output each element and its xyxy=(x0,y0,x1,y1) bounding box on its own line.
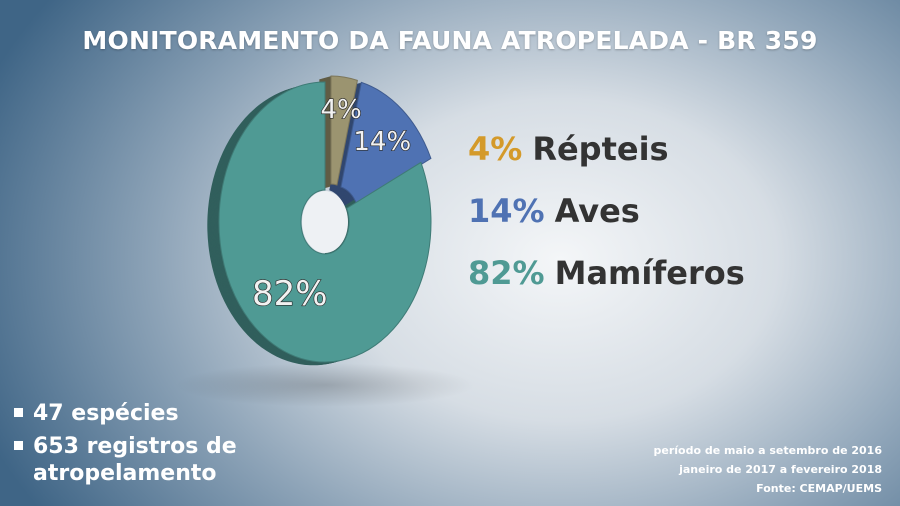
legend-value: 14% xyxy=(468,192,545,230)
slice-value-label: 4% xyxy=(320,95,361,125)
donut-hole xyxy=(302,191,348,253)
footnote-period-2: janeiro de 2017 a fevereiro 2018 xyxy=(679,463,882,476)
stats-list: 47 espécies 653 registros de atropelamen… xyxy=(12,400,243,493)
stat-item: 653 registros de atropelamento xyxy=(12,433,243,487)
legend-item-mamiferos: 82% Mamíferos xyxy=(468,254,745,316)
legend-label: Mamíferos xyxy=(554,254,745,292)
slice-value-label: 82% xyxy=(252,274,328,314)
legend-value: 82% xyxy=(468,254,545,292)
legend-label: Répteis xyxy=(532,130,669,168)
legend-item-aves: 14% Aves xyxy=(468,192,745,254)
slice-aves xyxy=(340,81,432,206)
legend-item-repteis: 4% Répteis xyxy=(468,130,745,192)
bullet-icon xyxy=(14,408,23,417)
stat-text: 653 registros de atropelamento xyxy=(33,434,237,486)
slice-mamferos xyxy=(218,81,432,363)
slice-rpteis xyxy=(330,75,358,186)
legend-value: 4% xyxy=(468,130,523,168)
page-title: MONITORAMENTO DA FAUNA ATROPELADA - BR 3… xyxy=(82,26,818,55)
chart-legend: 4% Répteis 14% Aves 82% Mamíferos xyxy=(468,130,745,316)
footnote-period-1: período de maio a setembro de 2016 xyxy=(653,444,882,457)
bullet-icon xyxy=(14,441,23,450)
legend-label: Aves xyxy=(554,192,640,230)
stat-item: 47 espécies xyxy=(12,400,243,427)
stat-text: 47 espécies xyxy=(33,401,179,426)
slice-value-label: 14% xyxy=(353,127,411,157)
footnote-source: Fonte: CEMAP/UEMS xyxy=(756,482,882,495)
footnotes: período de maio a setembro de 2016 janei… xyxy=(654,441,882,498)
